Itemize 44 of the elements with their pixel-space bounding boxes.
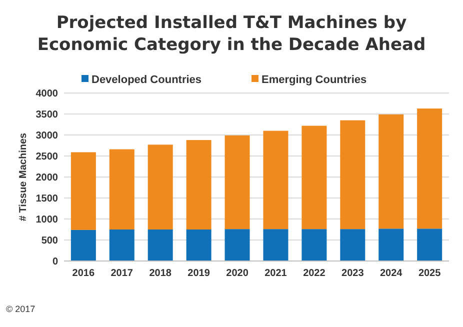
x-tick-label: 2016 — [72, 268, 95, 279]
bar — [302, 126, 327, 230]
bar — [109, 230, 134, 261]
y-tick-label: 3000 — [36, 130, 58, 142]
bar — [70, 230, 96, 261]
bar — [340, 120, 366, 230]
y-tick-label: 3500 — [36, 110, 58, 120]
x-tick-label: 2024 — [380, 268, 403, 279]
x-tick-label: 2018 — [149, 268, 172, 279]
bar — [109, 149, 134, 230]
bar — [148, 230, 173, 261]
x-tick-label: 2022 — [303, 268, 326, 279]
bar — [417, 108, 442, 229]
bar — [378, 228, 404, 261]
bar — [417, 228, 442, 261]
y-tick-label: 0 — [52, 256, 58, 268]
x-tick-label: 2020 — [226, 268, 249, 279]
x-tick-label: 2025 — [418, 268, 442, 279]
x-tick-label: 2021 — [264, 268, 288, 279]
chart-title: Projected Installed T&T Machines by Economic Category in the Decade Ahead — [37, 13, 426, 55]
y-tick-label: 1000 — [36, 214, 58, 226]
y-tick-label: 1500 — [36, 194, 58, 204]
y-tick-label: 4000 — [36, 88, 58, 100]
bar — [263, 130, 288, 230]
bar — [148, 144, 173, 230]
x-tick-label: 2019 — [188, 268, 210, 279]
bar — [186, 230, 212, 261]
bar — [224, 135, 250, 230]
text: © 2017 — [6, 304, 36, 314]
bar — [302, 229, 327, 261]
bar — [186, 140, 212, 230]
bar — [378, 114, 404, 229]
legend-label: Emerging Countries — [262, 74, 367, 86]
bar — [224, 229, 250, 261]
bar — [70, 152, 96, 230]
y-tick-label: 2000 — [36, 172, 58, 184]
x-tick-label: 2017 — [110, 268, 134, 279]
y-tick-label: 2500 — [36, 152, 58, 162]
y-axis-title: # Tissue Machines — [18, 132, 29, 222]
y-tick-label: 500 — [41, 236, 58, 246]
legend-label: Developed Countries — [92, 74, 202, 86]
bar — [340, 229, 366, 261]
x-tick-label: 2023 — [342, 268, 364, 279]
bar — [263, 229, 288, 261]
